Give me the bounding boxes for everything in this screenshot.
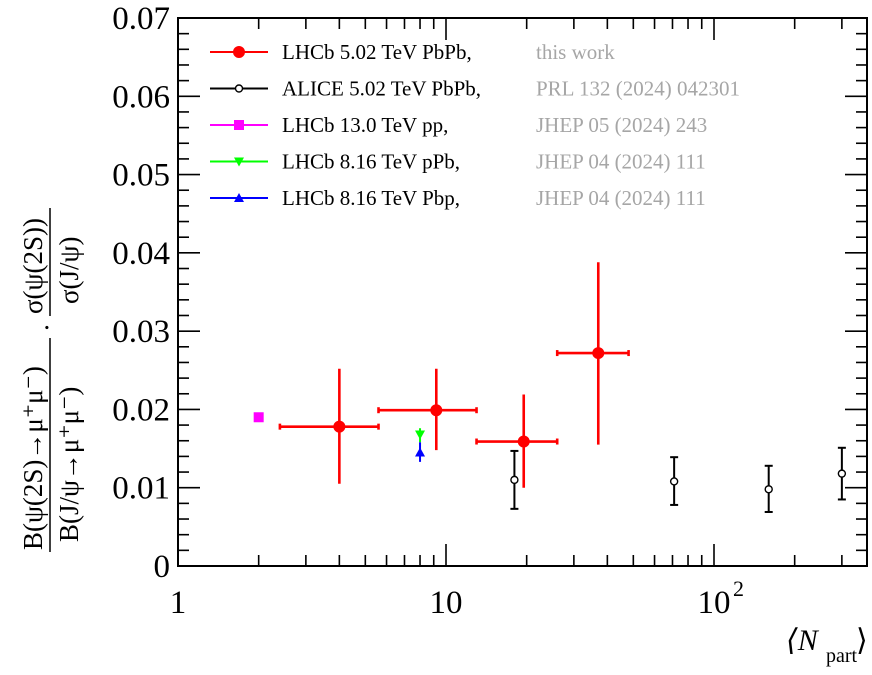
y-label-dot: ·	[32, 323, 62, 332]
y-tick-label: 0.05	[112, 158, 170, 194]
legend-reference: JHEP 04 (2024) 111	[536, 150, 706, 174]
tick-labels: 00.010.020.030.040.050.060.071 10 10 2	[112, 1, 744, 621]
y-label-frac1-num: B(ψ(2S)→μ⁺μ⁻)	[18, 366, 48, 550]
legend: LHCb 5.02 TeV PbPb, this work ALICE 5.02 T…	[210, 40, 740, 210]
y-axis-label: B(ψ(2S)→μ⁺μ⁻) B(J/ψ→μ⁺μ⁻) · σ(ψ(2S)) σ(J…	[18, 208, 84, 552]
legend-reference: this work	[536, 40, 615, 64]
x-label-subscript: part	[826, 645, 858, 667]
data-point	[837, 469, 847, 478]
data-point	[430, 404, 443, 417]
series-group	[415, 442, 426, 462]
y-label-frac2-num: σ(ψ(2S))	[18, 218, 48, 314]
axis-ticks	[177, 17, 867, 567]
x-tick-label-exponent: 2	[733, 576, 744, 601]
y-tick-label: 0.07	[112, 1, 170, 37]
x-tick-label: 1	[170, 585, 187, 621]
data-point	[517, 435, 530, 448]
y-tick-label: 0.06	[112, 79, 170, 115]
y-label-frac2-den: σ(J/ψ)	[54, 237, 84, 304]
legend-label: LHCb 5.02 TeV PbPb,	[282, 40, 472, 64]
data-point	[233, 46, 245, 58]
x-axis-label: ⟨N part ⟩	[786, 624, 868, 667]
legend-label: LHCb 8.16 TeV pPb,	[282, 150, 460, 174]
data-point	[234, 193, 244, 202]
data-point	[415, 430, 426, 440]
series-group	[253, 412, 264, 423]
data-point	[415, 447, 426, 457]
legend-reference: JHEP 04 (2024) 111	[536, 186, 706, 210]
series-group	[278, 262, 630, 488]
y-tick-label: 0.01	[112, 471, 170, 507]
data-point	[234, 120, 244, 130]
data-point	[669, 477, 679, 486]
data-layer	[253, 262, 847, 513]
y-label-frac1-den: B(J/ψ→μ⁺μ⁻)	[54, 387, 84, 542]
y-tick-label: 0.03	[112, 314, 170, 350]
y-tick-label: 0.02	[112, 392, 170, 428]
legend-label: LHCb 8.16 TeV Pbp,	[282, 186, 460, 210]
data-point	[253, 412, 264, 423]
data-point	[234, 84, 244, 93]
legend-label: LHCb 13.0 TeV pp,	[282, 113, 448, 137]
y-tick-label: 0.04	[112, 236, 170, 272]
data-point	[234, 157, 244, 167]
legend-reference: JHEP 05 (2024) 243	[536, 113, 707, 137]
data-point	[333, 420, 346, 433]
series-group	[415, 428, 426, 443]
x-label-prefix: ⟨N	[786, 624, 820, 657]
x-tick-label: 10	[698, 585, 731, 621]
data-point	[510, 475, 519, 485]
legend-label: ALICE 5.02 TeV PbPb,	[282, 77, 481, 101]
plot-frame	[177, 17, 868, 567]
data-point	[764, 485, 773, 494]
y-tick-label: 0	[154, 549, 171, 585]
legend-reference: PRL 132 (2024) 042301	[536, 77, 740, 101]
x-tick-label: 10	[430, 585, 463, 621]
series-group	[510, 446, 847, 513]
x-label-suffix: ⟩	[856, 624, 868, 657]
data-point	[592, 347, 605, 360]
